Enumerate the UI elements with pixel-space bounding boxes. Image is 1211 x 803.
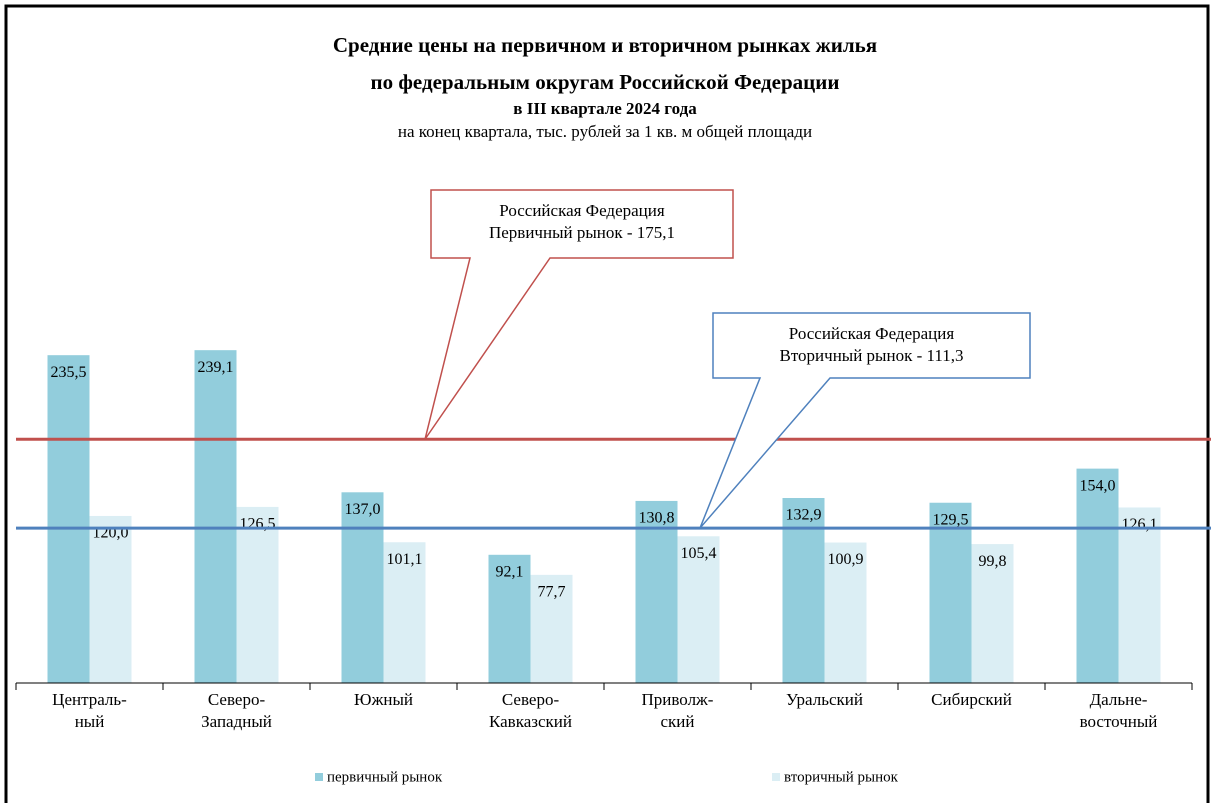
x-tick-label: Уральский	[786, 690, 863, 709]
legend-swatch	[772, 773, 780, 781]
bar	[341, 492, 384, 683]
bar	[530, 574, 573, 683]
value-label: 235,5	[51, 364, 87, 381]
x-tick-label: Южный	[353, 690, 414, 709]
callout-label: Российская Федерация Вторичный рынок - 1…	[779, 324, 964, 365]
x-tick-label: Северо- Западный	[201, 690, 272, 731]
bar	[824, 542, 867, 683]
bar	[1118, 507, 1161, 683]
value-label: 77,7	[538, 584, 566, 601]
value-label: 105,4	[681, 545, 717, 562]
bar	[488, 554, 531, 683]
bar	[1076, 468, 1119, 683]
value-label: 126,1	[1122, 516, 1158, 533]
bar	[194, 350, 237, 683]
bar	[929, 502, 972, 683]
bar	[782, 498, 825, 683]
chart-title: по федеральным округам Российской Федера…	[371, 70, 840, 94]
bar	[47, 355, 90, 683]
value-label: 239,1	[198, 359, 234, 376]
value-label: 100,9	[828, 551, 864, 568]
bar	[236, 506, 279, 683]
x-tick-label: Сибирский	[931, 690, 1012, 709]
value-label: 132,9	[786, 507, 822, 524]
legend-label: первичный рынок	[327, 769, 443, 785]
legend-label: вторичный рынок	[784, 769, 899, 785]
value-label: 92,1	[496, 563, 524, 580]
bar	[383, 542, 426, 683]
value-label: 129,5	[933, 511, 969, 528]
x-tick-label: Централь- ный	[52, 690, 127, 731]
bar	[635, 500, 678, 683]
callout-label: Российская Федерация Первичный рынок - 1…	[488, 201, 676, 242]
value-label: 99,8	[979, 553, 1007, 570]
chart-title: Средние цены на первичном и вторичном ры…	[333, 33, 877, 57]
bar	[89, 515, 132, 683]
chart-subtitle: на конец квартала, тыс. рублей за 1 кв. …	[398, 122, 812, 141]
frame	[4, 4, 1210, 803]
legend-swatch	[315, 773, 323, 781]
callout	[699, 312, 1031, 529]
bar	[677, 536, 720, 683]
value-label: 126,5	[240, 516, 276, 533]
bar	[971, 544, 1014, 683]
x-tick-label: Дальне- восточный	[1079, 690, 1158, 731]
value-label: 101,1	[387, 551, 423, 568]
value-label: 154,0	[1080, 477, 1116, 494]
x-tick-label: Приволж- ский	[641, 690, 714, 731]
value-label: 137,0	[345, 501, 381, 518]
value-label: 130,8	[639, 510, 675, 527]
callout	[424, 189, 734, 440]
chart-title: в III квартале 2024 года	[513, 99, 697, 118]
x-tick-label: Северо- Кавказский	[489, 690, 572, 731]
